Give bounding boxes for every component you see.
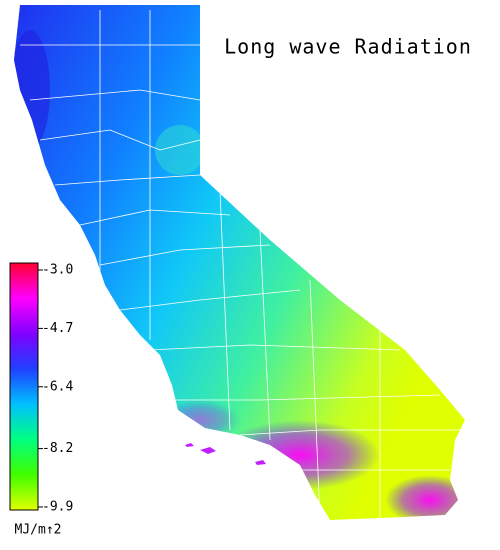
- colorbar-tick-label: -9.9: [42, 500, 73, 515]
- california-map: [14, 5, 465, 520]
- state-shape: [14, 5, 465, 520]
- county-lines: [20, 10, 460, 520]
- colorbar-unit: MJ/m↑2: [15, 523, 62, 538]
- colorbar-gradient: [9, 262, 39, 511]
- colorbar-tick-label: -4.7: [42, 321, 73, 336]
- colorbar-tick-label: -6.4: [42, 379, 73, 394]
- colorbar-tick-label: -3.0: [42, 263, 73, 278]
- map-title: Long wave Radiation: [224, 35, 472, 59]
- colorbar: -3.0 -4.7 -6.4 -8.2 -9.9: [9, 262, 73, 515]
- colorbar-tick-label: -8.2: [42, 441, 73, 456]
- islands: [185, 443, 266, 465]
